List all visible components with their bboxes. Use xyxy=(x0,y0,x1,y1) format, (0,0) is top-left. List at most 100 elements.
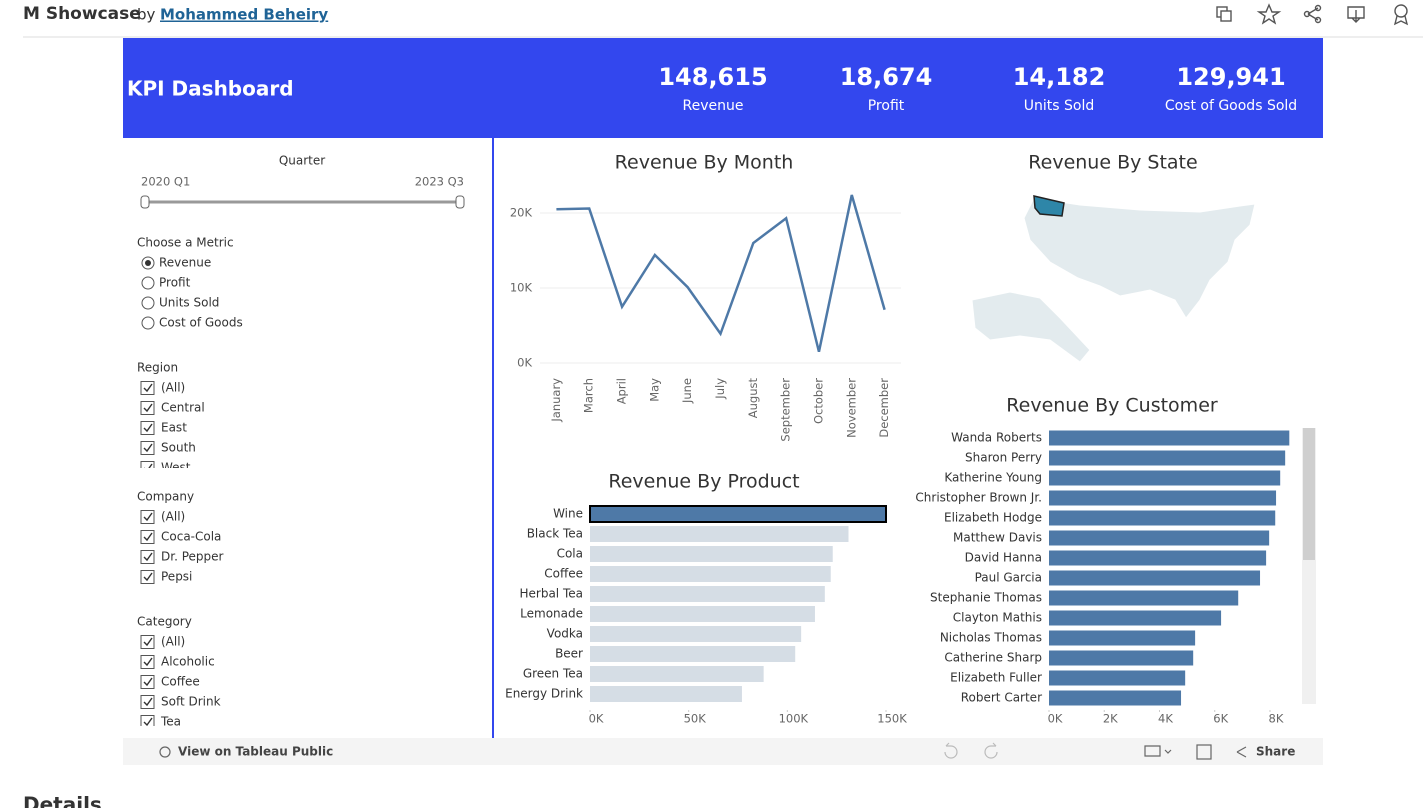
share-button[interactable]: Share xyxy=(1256,745,1295,759)
fullscreen-icon[interactable] xyxy=(1196,744,1212,760)
checkbox-label: (All) xyxy=(161,381,185,395)
footer-icons xyxy=(159,742,1247,760)
bar[interactable] xyxy=(1049,670,1186,686)
x-tick-label: October xyxy=(811,378,825,424)
share-dot xyxy=(1314,16,1322,24)
us-map xyxy=(1023,197,1256,319)
slider-handle[interactable] xyxy=(140,195,150,209)
bar[interactable] xyxy=(1049,590,1239,606)
bar[interactable] xyxy=(1049,690,1182,706)
checkbox[interactable] xyxy=(140,421,155,435)
x-tick-label: September xyxy=(779,378,793,442)
checkmark xyxy=(144,463,153,468)
checkbox[interactable] xyxy=(140,441,155,455)
checkbox[interactable] xyxy=(140,530,155,544)
checkbox-label: Soft Drink xyxy=(161,695,221,709)
tableau-icon xyxy=(159,746,171,758)
chart-title: Revenue By Product xyxy=(608,471,799,493)
bar[interactable] xyxy=(590,526,849,542)
checkbox-label: Alcoholic xyxy=(161,655,215,669)
radio-button[interactable] xyxy=(141,296,155,310)
radio-label: Cost of Goods xyxy=(159,316,243,330)
line-series xyxy=(556,194,886,353)
bar[interactable] xyxy=(1049,630,1196,646)
x-tick-label: July xyxy=(713,378,727,400)
share-footer-icon[interactable] xyxy=(1236,746,1247,758)
bar[interactable] xyxy=(590,546,833,562)
checkbox[interactable] xyxy=(140,510,155,524)
category-label: Matthew Davis xyxy=(953,531,1042,545)
kpi-label: Units Sold xyxy=(1024,98,1094,114)
by-text: by xyxy=(137,6,156,24)
x-tick-label: 0K xyxy=(589,712,604,726)
bar[interactable] xyxy=(1049,510,1276,526)
footer-bar xyxy=(123,738,1323,765)
showcase-title: M Showcase xyxy=(23,4,141,24)
bar[interactable] xyxy=(589,505,887,523)
redo-icon[interactable] xyxy=(984,742,998,759)
checkbox[interactable] xyxy=(140,381,155,395)
x-tick-label: 50K xyxy=(684,712,707,726)
bar[interactable] xyxy=(1049,550,1267,566)
radio-label: Revenue xyxy=(159,256,211,270)
checkbox[interactable] xyxy=(140,461,155,475)
scrollbar-thumb[interactable] xyxy=(1303,428,1315,560)
bar[interactable] xyxy=(1049,450,1286,466)
checkbox[interactable] xyxy=(140,550,155,564)
checkbox-label: Pepsi xyxy=(161,570,192,584)
slider-handle[interactable] xyxy=(455,195,465,209)
bar[interactable] xyxy=(1049,430,1290,446)
bar[interactable] xyxy=(590,606,815,622)
toolbar-icons xyxy=(1216,3,1409,26)
checkbox[interactable] xyxy=(140,675,155,689)
bar[interactable] xyxy=(1049,650,1194,666)
category-label: Herbal Tea xyxy=(520,587,584,601)
category-label: Christopher Brown Jr. xyxy=(915,491,1042,505)
download-menu[interactable] xyxy=(1144,745,1172,757)
checkbox-label: Central xyxy=(161,401,205,415)
category-title: Category xyxy=(137,615,192,629)
bar[interactable] xyxy=(1049,570,1261,586)
checkmark xyxy=(143,443,153,453)
share-dot xyxy=(1314,4,1322,12)
checkmark xyxy=(143,657,153,667)
y-tick-label: 20K xyxy=(510,206,533,220)
category-label: Wine xyxy=(553,507,583,521)
badge-icon[interactable] xyxy=(1394,4,1408,18)
checkbox[interactable] xyxy=(140,715,155,729)
bar[interactable] xyxy=(590,566,831,582)
checkbox[interactable] xyxy=(140,401,155,415)
undo-icon[interactable] xyxy=(944,742,958,759)
checkmark xyxy=(143,677,153,687)
kpi-label: Profit xyxy=(868,98,905,114)
view-on-tableau[interactable]: View on Tableau Public xyxy=(178,745,333,759)
washington-state[interactable] xyxy=(1033,195,1065,217)
category-label: Catherine Sharp xyxy=(944,651,1042,665)
bar[interactable] xyxy=(590,586,825,602)
kpi-value: 129,941 xyxy=(1176,63,1285,91)
bar[interactable] xyxy=(590,666,764,682)
category-label: Clayton Mathis xyxy=(953,611,1042,625)
radio-button[interactable] xyxy=(141,276,155,290)
favorite-icon[interactable] xyxy=(1256,3,1282,25)
bar[interactable] xyxy=(590,626,802,642)
bar[interactable] xyxy=(590,686,742,702)
author-link[interactable]: Mohammed Beheiry xyxy=(160,6,328,24)
radio-button[interactable] xyxy=(141,316,155,330)
company-options: (All) Coca-Cola Dr. Pepper Pepsi xyxy=(140,510,224,584)
x-tick-label: December xyxy=(877,378,891,438)
download-icon[interactable] xyxy=(1347,6,1365,23)
checkbox[interactable] xyxy=(140,695,155,709)
category-label: David Hanna xyxy=(965,551,1042,565)
bar[interactable] xyxy=(1049,530,1270,546)
details-heading: Details xyxy=(23,793,102,808)
checkbox[interactable] xyxy=(140,655,155,669)
checkbox[interactable] xyxy=(140,635,155,649)
bar[interactable] xyxy=(1049,490,1277,506)
checkbox[interactable] xyxy=(140,570,155,584)
bar[interactable] xyxy=(590,646,796,662)
bar[interactable] xyxy=(1049,610,1222,626)
bar[interactable] xyxy=(1049,470,1281,486)
checkbox-label: Dr. Pepper xyxy=(161,550,224,564)
